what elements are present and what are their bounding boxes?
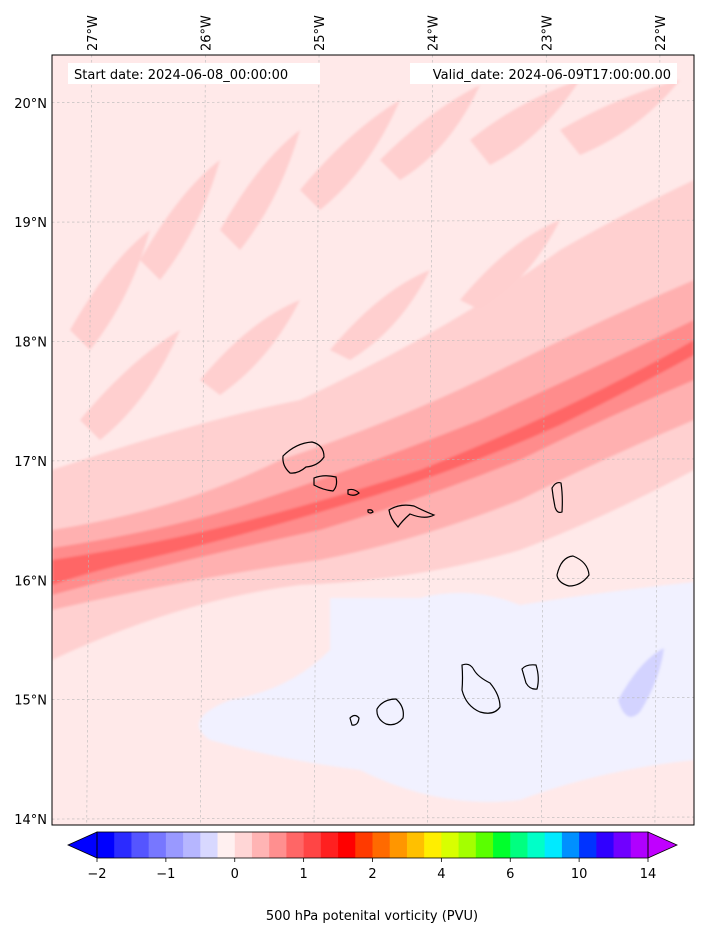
colorbar-segment xyxy=(527,832,546,858)
colorbar-tick-label: 6 xyxy=(506,867,514,882)
island-sal xyxy=(551,481,563,514)
colorbar-tick-label: 0 xyxy=(231,867,239,882)
colorbar-segment xyxy=(251,832,270,858)
negative-pv-patch xyxy=(618,648,664,717)
colorbar-segment xyxy=(630,832,649,858)
colorbar-segment xyxy=(97,832,115,858)
colorbar-segment xyxy=(217,832,236,858)
island-brava xyxy=(349,714,360,726)
colorbar-segment xyxy=(389,832,408,858)
colorbar-segment xyxy=(441,832,459,858)
latitude-tick-label: 15°N xyxy=(14,694,47,709)
pv-band-max xyxy=(52,340,694,585)
latitude-ticks: 14°N 15°N 16°N 17°N 18°N 19°N 20°N xyxy=(14,97,47,828)
gridline-lat xyxy=(52,458,694,462)
longitude-ticks: 27°W 26°W 25°W 24°W 23°W 22°W xyxy=(86,15,669,51)
gridline-lon xyxy=(313,55,320,825)
negative-pv-region xyxy=(198,582,694,802)
map-frame xyxy=(51,54,695,826)
colorbar-tick-label: −1 xyxy=(156,867,175,882)
latitude-tick-label: 16°N xyxy=(14,574,47,589)
colorbar-segment xyxy=(458,832,477,858)
colorbar-segment xyxy=(269,832,287,858)
colorbar-segment xyxy=(561,832,580,858)
island-sao-vicente xyxy=(313,475,338,492)
colorbar-over-arrow xyxy=(647,831,678,859)
valid-date-label: Valid_date: 2024-06-09T17:00:00.00 xyxy=(433,68,671,83)
longitude-tick-label: 22°W xyxy=(654,15,669,51)
colorbar-segment xyxy=(424,832,442,858)
island-santiago xyxy=(461,663,501,714)
gridline-lat xyxy=(52,100,694,104)
island-boa-vista xyxy=(556,555,590,587)
colorbar-segment xyxy=(613,832,632,858)
island-branco xyxy=(367,509,374,514)
colorbar-label: 500 hPa potenital vorticity (PVU) xyxy=(266,909,478,924)
colorbar-tick-label: 14 xyxy=(640,867,657,882)
colorbar-segment xyxy=(200,832,218,858)
colorbar-segment xyxy=(475,832,494,858)
colorbar-segment xyxy=(510,832,528,858)
colorbar-tick-label: 4 xyxy=(437,867,445,882)
gridline-lat xyxy=(52,339,694,342)
colorbar-segment xyxy=(234,832,253,858)
pv-band-core xyxy=(52,320,694,595)
map-field xyxy=(52,55,694,825)
coastlines xyxy=(282,441,590,726)
colorbar-segment xyxy=(165,832,184,858)
start-date-label: Start date: 2024-06-08_00:00:00 xyxy=(74,68,288,83)
colorbar-segment xyxy=(338,832,356,858)
colorbar-segment xyxy=(372,832,391,858)
colorbar-tick-label: 1 xyxy=(299,867,307,882)
gridlines xyxy=(52,55,694,825)
latitude-tick-label: 17°N xyxy=(14,455,47,470)
gridline-lat xyxy=(52,219,694,223)
island-maio xyxy=(521,664,539,690)
longitude-tick-label: 24°W xyxy=(427,15,442,51)
colorbar-ticks: −2 −1 0 1 2 4 6 10 14 xyxy=(87,858,656,882)
gridline-lat xyxy=(52,816,694,820)
longitude-tick-label: 27°W xyxy=(86,15,101,51)
colorbar-segment xyxy=(544,832,563,858)
latitude-tick-label: 14°N xyxy=(14,813,47,828)
colorbar-segment xyxy=(406,832,425,858)
colorbar-segment xyxy=(148,832,167,858)
longitude-tick-label: 23°W xyxy=(540,15,555,51)
colorbar-segment xyxy=(493,832,511,858)
colorbar-segment xyxy=(286,832,305,858)
island-fogo xyxy=(376,698,404,726)
colorbar-tick-label: 2 xyxy=(368,867,376,882)
start-date-box xyxy=(68,63,320,84)
colorbar-segment xyxy=(114,832,132,858)
colorbar-segment xyxy=(596,832,614,858)
colorbar-segment xyxy=(131,832,150,858)
island-sao-nicolau xyxy=(388,504,436,528)
colorbar-segment xyxy=(320,832,339,858)
gridline-lat xyxy=(52,697,694,700)
gridline-lon xyxy=(427,55,433,825)
longitude-tick-label: 25°W xyxy=(313,15,328,51)
colorbar-tick-label: −2 xyxy=(87,867,106,882)
island-santa-luzia xyxy=(347,488,360,496)
colorbar-tick-label: 10 xyxy=(571,867,588,882)
valid-date-box xyxy=(410,63,677,84)
colorbar-segment xyxy=(579,832,597,858)
colorbar-segment xyxy=(303,832,322,858)
gridline-lon xyxy=(200,55,206,825)
colorbar-segment xyxy=(355,832,373,858)
gridline-lon xyxy=(86,55,93,825)
longitude-tick-label: 26°W xyxy=(199,15,214,51)
island-santo-antao xyxy=(282,441,325,474)
gridline-lon xyxy=(654,55,661,825)
colorbar-segment xyxy=(183,832,201,858)
gridline-lat xyxy=(52,577,694,581)
colorbar xyxy=(67,831,678,859)
colorbar-under-arrow xyxy=(67,831,98,859)
latitude-tick-label: 18°N xyxy=(14,336,47,351)
gridline-lon xyxy=(540,55,547,825)
latitude-tick-label: 20°N xyxy=(14,97,47,112)
latitude-tick-label: 19°N xyxy=(14,216,47,231)
